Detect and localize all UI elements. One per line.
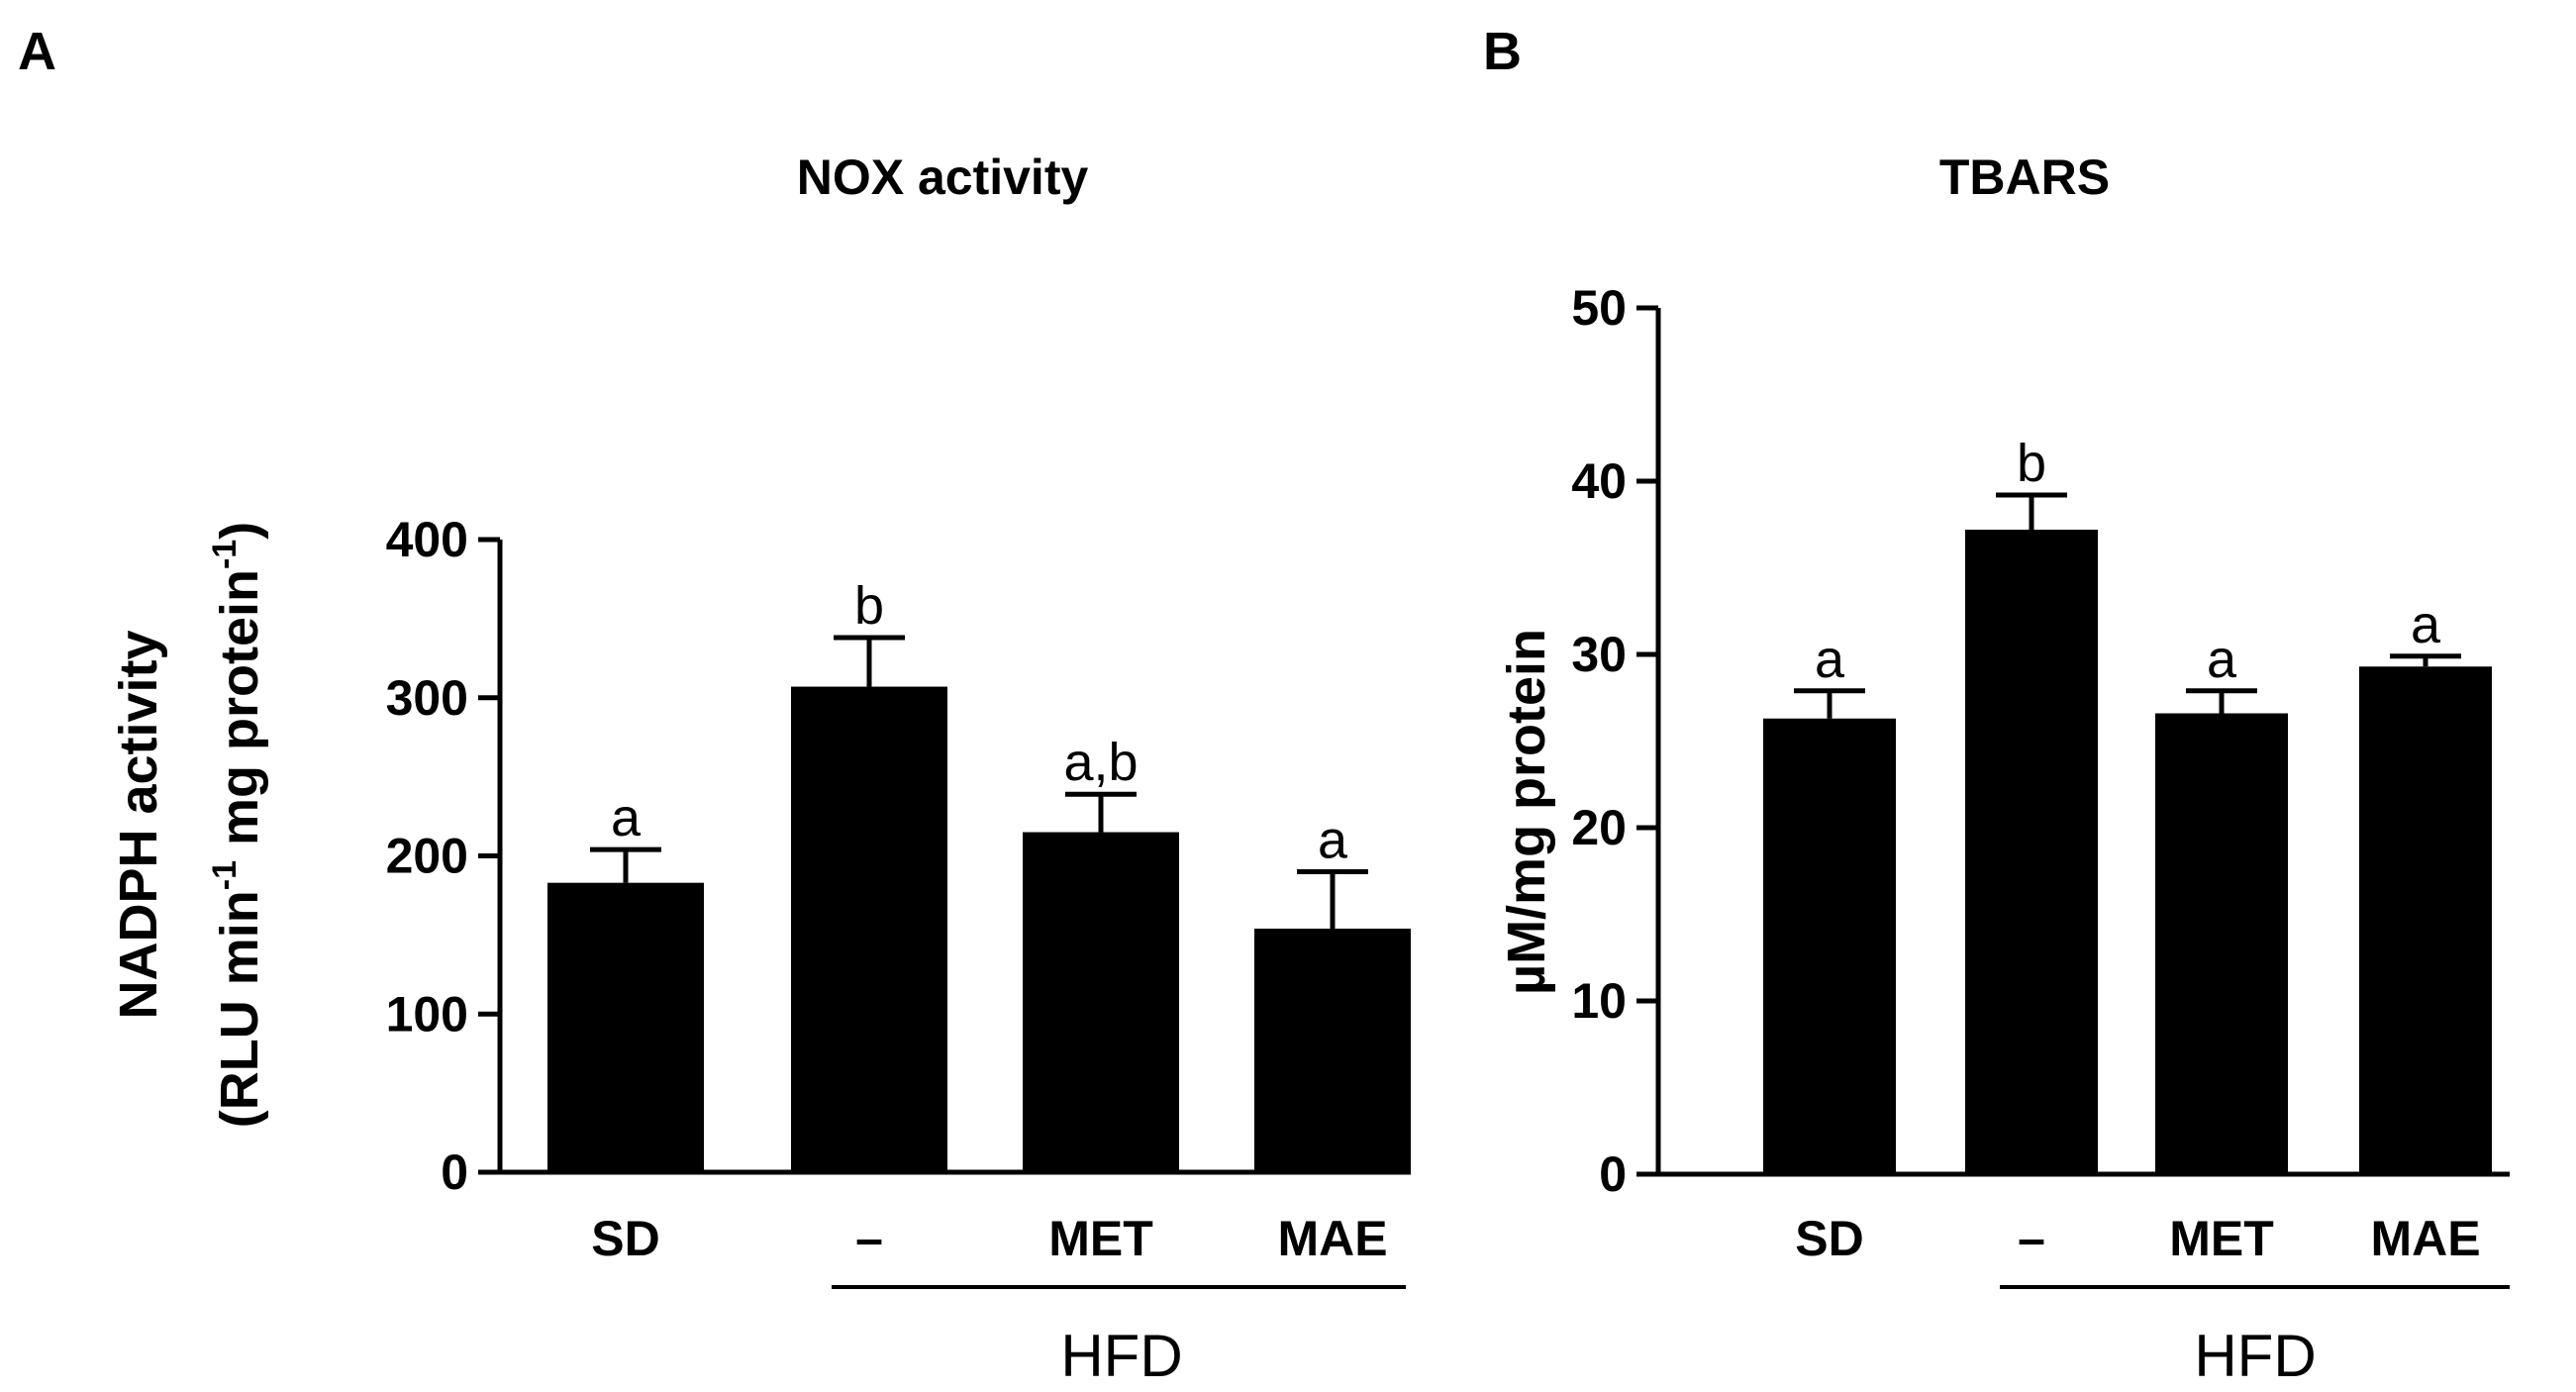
significance-label: a	[1318, 810, 1348, 869]
panel-b-title: TBARS	[1939, 149, 2110, 205]
category-label: SD	[591, 1211, 659, 1266]
panel-b-ylabel: µM/mg protein	[1497, 629, 1556, 995]
significance-label: a,b	[1063, 733, 1138, 792]
panel-a-hfd-label: HFD	[1060, 1323, 1182, 1389]
category-label: MAE	[1277, 1211, 1387, 1266]
category-label: MAE	[2370, 1211, 2480, 1266]
bar	[2155, 713, 2288, 1174]
y-tick-label: 0	[441, 1144, 468, 1200]
y-tick-label: 100	[386, 986, 468, 1042]
bar	[2359, 666, 2492, 1174]
significance-label: a	[2207, 630, 2237, 689]
panel-a-ylabel-part1: (RLU min	[210, 890, 269, 1128]
bar	[791, 686, 947, 1172]
panel-a-ylabel-part3: )	[210, 522, 269, 540]
bar	[1763, 718, 1896, 1174]
y-tick-label: 20	[1571, 800, 1627, 855]
significance-label: a	[611, 788, 642, 847]
panel-b-bars: a b a a	[1763, 434, 2492, 1174]
panel-b-letter: B	[1483, 22, 1522, 81]
y-tick-label: 200	[386, 829, 468, 884]
panel-a-ylabel-sup2: -1	[206, 540, 244, 569]
y-tick-label: 400	[386, 512, 468, 567]
significance-label: b	[854, 576, 884, 636]
panel-a-ylabel-line1: NADPH activity	[109, 630, 168, 1019]
panel-a-nox-chart: A NOX activity NADPH activity (RLU min-1…	[18, 22, 1411, 1389]
bar	[1023, 832, 1179, 1172]
panel-a-ylabel-line2: (RLU min-1 mg protein-1)	[206, 522, 269, 1128]
bar	[1254, 928, 1411, 1172]
category-label: –	[2018, 1211, 2045, 1266]
y-tick-label: 50	[1571, 280, 1627, 336]
panel-a-ylabel-sup1: -1	[206, 860, 244, 890]
category-label: –	[855, 1211, 883, 1266]
category-label: MET	[2169, 1211, 2274, 1266]
y-tick-label: 30	[1571, 627, 1627, 682]
y-tick-label: 10	[1571, 973, 1627, 1029]
panel-b-tbars-chart: B TBARS µM/mg protein 0 10 20 30 40 50 a b a a S…	[1483, 22, 2510, 1389]
panel-a-letter: A	[18, 22, 56, 81]
y-tick-label: 300	[386, 670, 468, 726]
panel-a-bars: a b a,b a	[547, 576, 1411, 1172]
category-label: MET	[1048, 1211, 1153, 1266]
bar	[547, 882, 704, 1172]
significance-label: b	[2017, 434, 2046, 493]
panel-b-hfd-label: HFD	[2194, 1323, 2316, 1389]
significance-label: a	[1815, 630, 1845, 689]
y-tick-label: 0	[1599, 1146, 1627, 1202]
bar	[1965, 530, 2098, 1174]
significance-label: a	[2411, 595, 2441, 654]
category-label: SD	[1795, 1211, 1863, 1266]
panel-a-ylabel-part2: mg protein	[210, 569, 269, 860]
panel-a-x-labels: SD – MET MAE	[591, 1211, 1387, 1266]
panel-b-x-labels: SD – MET MAE	[1795, 1211, 2480, 1266]
panel-a-title: NOX activity	[797, 149, 1089, 205]
y-tick-label: 40	[1571, 453, 1627, 509]
